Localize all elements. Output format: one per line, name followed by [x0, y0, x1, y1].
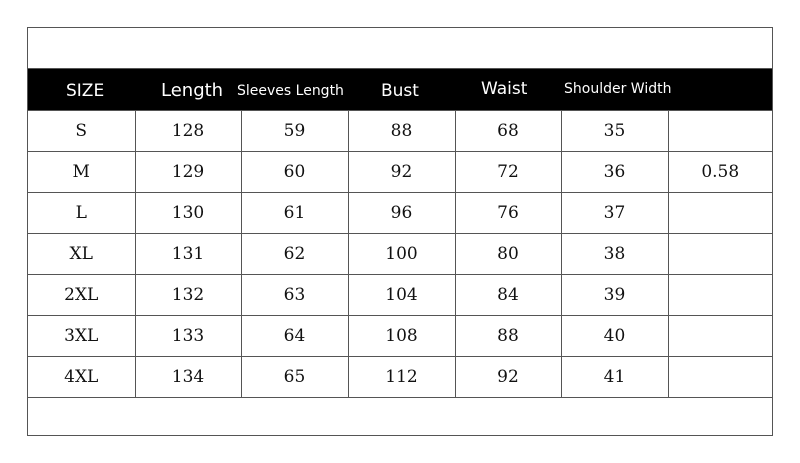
- size-chart: SIZE Length Sleeves Length Bust Waist Sh…: [27, 27, 773, 436]
- table-cell: [667, 356, 772, 398]
- table-cell: 63: [240, 274, 349, 316]
- table-cell: 104: [347, 274, 456, 316]
- table-row: 3XL 133 64 108 88 40: [28, 315, 772, 357]
- table-cell: 84: [454, 274, 562, 316]
- table-cell: 35: [560, 110, 669, 152]
- table-cell: 68: [454, 110, 562, 152]
- table-cell: [667, 274, 772, 316]
- table-cell: 88: [347, 110, 456, 152]
- header-waist: Waist: [481, 79, 528, 99]
- table-cell: 92: [454, 356, 562, 398]
- table-cell: 0.58: [667, 151, 772, 193]
- table-row: 4XL 134 65 112 92 41: [28, 356, 772, 398]
- table-row: L 130 61 96 76 37: [28, 192, 772, 234]
- table-cell: 132: [134, 274, 242, 316]
- table-cell: [667, 110, 772, 152]
- table-cell: [667, 192, 772, 234]
- table-cell: 88: [454, 315, 562, 357]
- table-cell: 112: [347, 356, 456, 398]
- table-row: 2XL 132 63 104 84 39: [28, 274, 772, 316]
- table-cell: 100: [347, 233, 456, 275]
- table-cell: 61: [240, 192, 349, 234]
- table-row: S 128 59 88 68 35: [28, 110, 772, 152]
- table-cell: 38: [560, 233, 669, 275]
- table-cell: 72: [454, 151, 562, 193]
- table-cell: 36: [560, 151, 669, 193]
- header-size: SIZE: [66, 81, 105, 101]
- table-cell: [667, 315, 772, 357]
- table-cell: 96: [347, 192, 456, 234]
- table-cell: M: [28, 151, 136, 193]
- table-cell: 4XL: [28, 356, 136, 398]
- header-sleeves-length: Sleeves Length: [237, 83, 344, 99]
- table-cell: 108: [347, 315, 456, 357]
- header-length: Length: [161, 80, 224, 101]
- table-cell: 64: [240, 315, 349, 357]
- table-cell: S: [28, 110, 136, 152]
- table-cell: 39: [560, 274, 669, 316]
- table-cell: 41: [560, 356, 669, 398]
- empty-top-row: [28, 28, 772, 69]
- header-row: SIZE Length Sleeves Length Bust Waist Sh…: [28, 69, 772, 110]
- table-cell: 134: [134, 356, 242, 398]
- table-cell: [667, 233, 772, 275]
- table-cell: 131: [134, 233, 242, 275]
- table-row: M 129 60 92 72 36 0.58: [28, 151, 772, 193]
- table-cell: XL: [28, 233, 136, 275]
- table-cell: 60: [240, 151, 349, 193]
- table-cell: 133: [134, 315, 242, 357]
- table-cell: 65: [240, 356, 349, 398]
- table-cell: 2XL: [28, 274, 136, 316]
- table-cell: 92: [347, 151, 456, 193]
- table-cell: 59: [240, 110, 349, 152]
- table-cell: 130: [134, 192, 242, 234]
- table-cell: 37: [560, 192, 669, 234]
- table-row: XL 131 62 100 80 38: [28, 233, 772, 275]
- header-shoulder-width: Shoulder Width: [564, 81, 672, 97]
- size-table: S 128 59 88 68 35 M 129 60 92 72 36 0.58 L 130 61 96 76 37…: [28, 110, 772, 398]
- table-cell: 76: [454, 192, 562, 234]
- table-cell: L: [28, 192, 136, 234]
- table-cell: 3XL: [28, 315, 136, 357]
- table-cell: 80: [454, 233, 562, 275]
- table-cell: 40: [560, 315, 669, 357]
- table-cell: 128: [134, 110, 242, 152]
- empty-bottom-row: [28, 398, 772, 438]
- table-cell: 62: [240, 233, 349, 275]
- table-cell: 129: [134, 151, 242, 193]
- header-bust: Bust: [381, 81, 419, 101]
